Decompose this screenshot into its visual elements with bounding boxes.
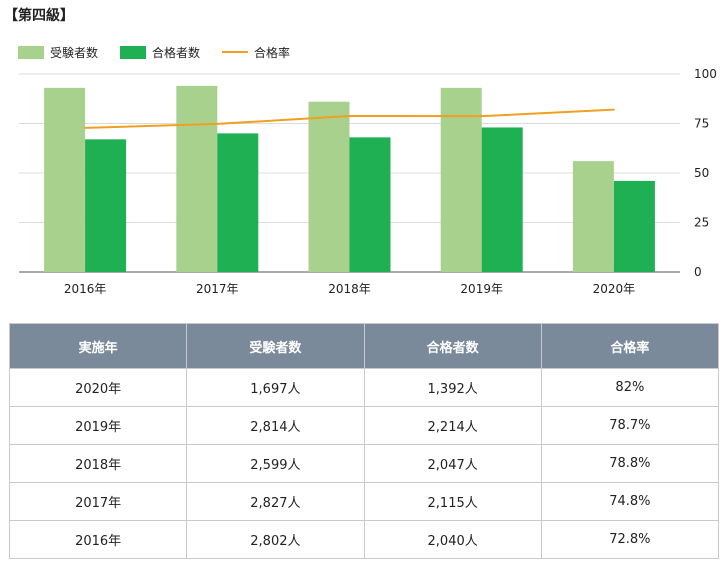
cell-year: 2018年 (8, 444, 188, 483)
y-tick-label: 75 (694, 117, 709, 131)
table-row: 2020年 1,697人 1,392人 82% (8, 368, 720, 407)
legend-item-passers: 合格者数 (120, 44, 200, 61)
x-tick-label: 2020年 (593, 282, 636, 296)
table-row: 2019年 2,814人 2,214人 78.7% (8, 406, 720, 445)
bar-passers (481, 127, 523, 273)
y-tick-label: 25 (694, 216, 709, 230)
table-row: 2016年 2,802人 2,040人 72.8% (8, 520, 720, 559)
pass-rate-point (480, 115, 483, 117)
cell-passers: 2,047人 (363, 444, 542, 483)
cell-pass-rate: 78.7% (540, 406, 720, 445)
header-passers: 合格者数 (363, 323, 542, 369)
x-tick-label: 2016年 (64, 282, 107, 296)
bar-applicants (44, 87, 86, 272)
bar-passers (349, 137, 391, 272)
cell-year: 2019年 (8, 406, 188, 445)
chart-legend: 受験者数 合格者数 合格率 (18, 44, 312, 60)
cell-pass-rate: 72.8% (540, 520, 720, 559)
cell-applicants: 2,814人 (186, 406, 365, 445)
cell-pass-rate: 82% (540, 368, 720, 407)
legend-swatch-pass-rate (222, 51, 249, 53)
x-tick-label: 2017年 (196, 282, 239, 296)
header-applicants: 受験者数 (186, 323, 365, 369)
cell-applicants: 2,802人 (186, 520, 365, 559)
bar-applicants (572, 161, 614, 272)
pass-rate-point (84, 127, 86, 129)
bar-applicants (308, 101, 350, 272)
pass-rate-point (348, 115, 351, 117)
bar-passers (217, 133, 259, 272)
bar-applicants (176, 85, 218, 272)
y-tick-label: 0 (694, 265, 702, 279)
legend-label-pass-rate: 合格率 (254, 45, 291, 60)
table-header-row: 実施年 受験者数 合格者数 合格率 (8, 323, 720, 369)
pass-rate-point (613, 108, 615, 111)
page-title: 【第四級】 (4, 8, 74, 24)
cell-passers: 2,214人 (363, 406, 542, 445)
pass-rate-line (85, 108, 614, 129)
legend-label-passers: 合格者数 (152, 45, 201, 60)
cell-passers: 1,392人 (363, 368, 542, 407)
bar-applicants (440, 87, 482, 272)
bar-passers (613, 180, 655, 272)
cell-year: 2017年 (8, 482, 188, 521)
y-tick-label: 50 (694, 166, 709, 180)
table-row: 2017年 2,827人 2,115人 74.8% (8, 482, 720, 521)
header-pass-rate: 合格率 (540, 323, 720, 369)
combo-chart: 100 75 50 25 0 2016年 2017年 2018年 2019年 2020年 (19, 67, 717, 296)
cell-passers: 2,115人 (363, 482, 542, 521)
cell-pass-rate: 78.8% (540, 444, 720, 483)
cell-passers: 2,040人 (363, 520, 542, 559)
legend-item-applicants: 受験者数 (18, 44, 98, 61)
table-row: 2018年 2,599人 2,047人 78.8% (8, 444, 720, 483)
header-year: 実施年 (8, 323, 188, 369)
legend-swatch-applicants (18, 45, 44, 59)
cell-applicants: 2,599人 (186, 444, 365, 483)
x-tick-label: 2019年 (460, 282, 503, 296)
bar-passers (85, 139, 127, 272)
cell-applicants: 2,827人 (186, 482, 365, 521)
results-table: 実施年 受験者数 合格者数 合格率 2020年 1,697人 1,392人 82… (8, 323, 720, 559)
cell-year: 2020年 (8, 368, 188, 407)
x-tick-label: 2018年 (328, 282, 371, 296)
y-tick-label: 100 (694, 67, 717, 81)
cell-year: 2016年 (8, 520, 188, 559)
cell-pass-rate: 74.8% (540, 482, 720, 521)
legend-swatch-passers (120, 45, 147, 59)
legend-label-applicants: 受験者数 (50, 45, 99, 60)
pass-rate-point (216, 123, 219, 125)
cell-applicants: 1,697人 (186, 368, 365, 407)
legend-item-pass-rate: 合格率 (222, 44, 290, 61)
